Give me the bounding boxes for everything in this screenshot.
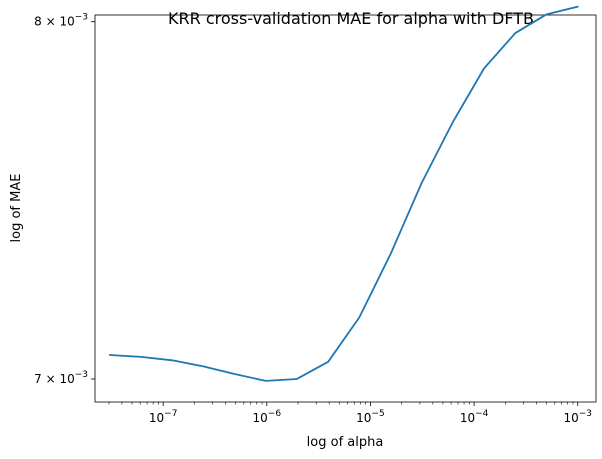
x-tick-label-exponent: −6 [268, 409, 282, 419]
y-tick-label-exponent: −3 [75, 370, 88, 380]
y-tick-label: 7 × 10−3 [34, 370, 88, 386]
y-tick-label-exponent: −3 [75, 13, 88, 23]
x-tick-label: 10−5 [356, 409, 385, 425]
x-tick-label: 10−4 [460, 409, 489, 425]
x-tick-label-exponent: −3 [579, 409, 592, 419]
x-axis: 10−7 10−6 10−5 10−4 10−3 [108, 402, 592, 425]
plot-area [94, 14, 597, 403]
x-tick-label: 10−6 [253, 409, 282, 425]
chart-title: KRR cross-validation MAE for alpha with … [168, 9, 534, 28]
series-layer [108, 5, 579, 382]
axes-frame [94, 14, 597, 403]
y-axis-label: log of MAE [9, 174, 24, 243]
x-tick-label-base: 10 [356, 411, 371, 425]
x-tick-label-base: 10 [149, 411, 164, 425]
x-tick-label: 10−3 [563, 409, 592, 425]
y-tick-label-base: 8 × 10 [34, 15, 75, 29]
series-line [108, 5, 579, 382]
x-axis-label: log of alpha [307, 435, 384, 450]
y-tick-label-base: 7 × 10 [34, 372, 75, 386]
x-tick-label-base: 10 [253, 411, 268, 425]
x-tick-label-base: 10 [563, 411, 578, 425]
x-tick-label-exponent: −5 [371, 409, 384, 419]
x-tick-label-exponent: −7 [164, 409, 177, 419]
x-tick-label: 10−7 [149, 409, 178, 425]
x-tick-label-exponent: −4 [475, 409, 489, 419]
y-axis: 7 × 10−38 × 10−3 [34, 13, 95, 386]
x-tick-label-base: 10 [460, 411, 475, 425]
y-tick-label: 8 × 10−3 [34, 13, 88, 29]
